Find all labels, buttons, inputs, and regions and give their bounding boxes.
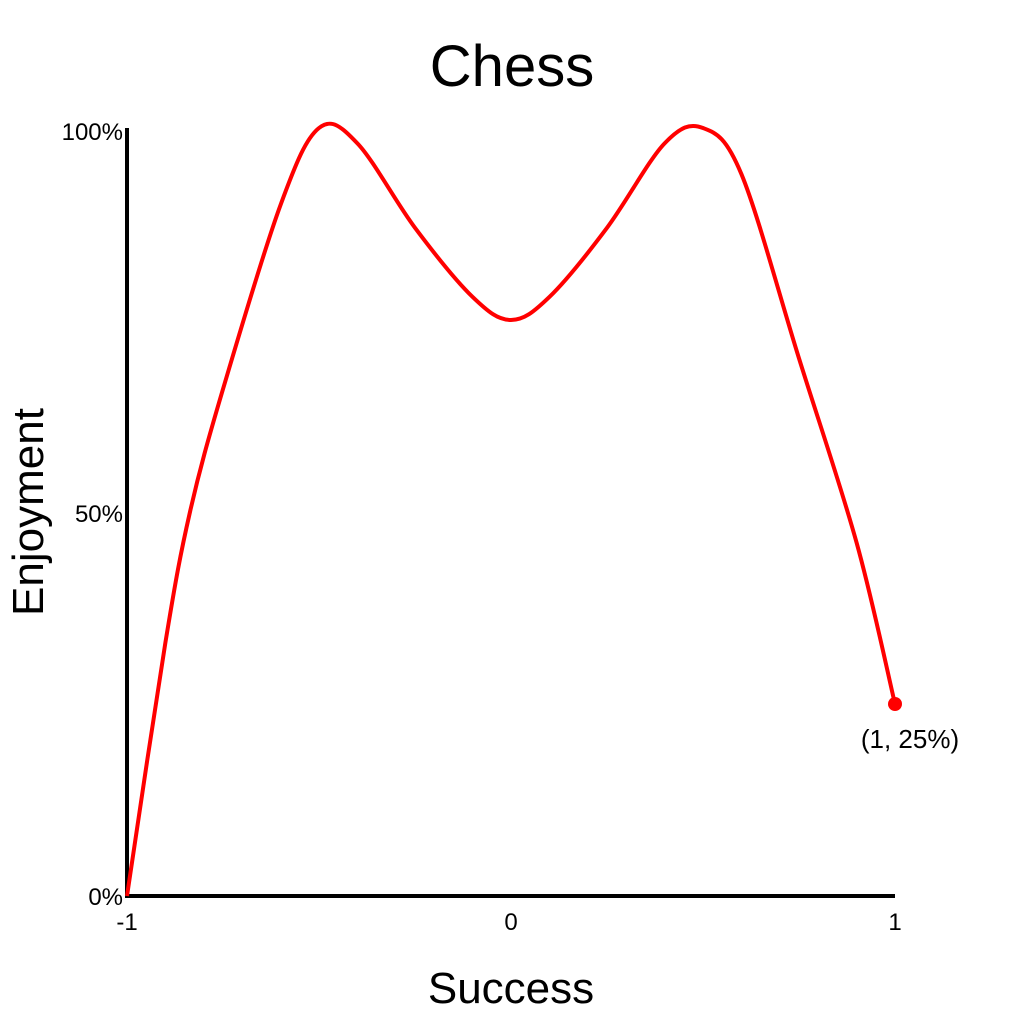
y-tick-label: 100%	[62, 119, 123, 146]
x-tick-label: -1	[116, 909, 137, 936]
chart-title: Chess	[430, 34, 594, 99]
x-tick-label: 1	[888, 909, 901, 936]
series-line	[125, 121, 897, 897]
x-axis-label: Success	[428, 964, 594, 1013]
x-tick-label: 0	[504, 909, 517, 936]
y-tick-label: 50%	[75, 501, 123, 528]
y-tick-label: 0%	[88, 884, 123, 911]
annotation-point	[888, 697, 902, 711]
y-axis-label: Enjoyment	[4, 408, 53, 616]
annotation-label: (1, 25%)	[861, 724, 959, 754]
